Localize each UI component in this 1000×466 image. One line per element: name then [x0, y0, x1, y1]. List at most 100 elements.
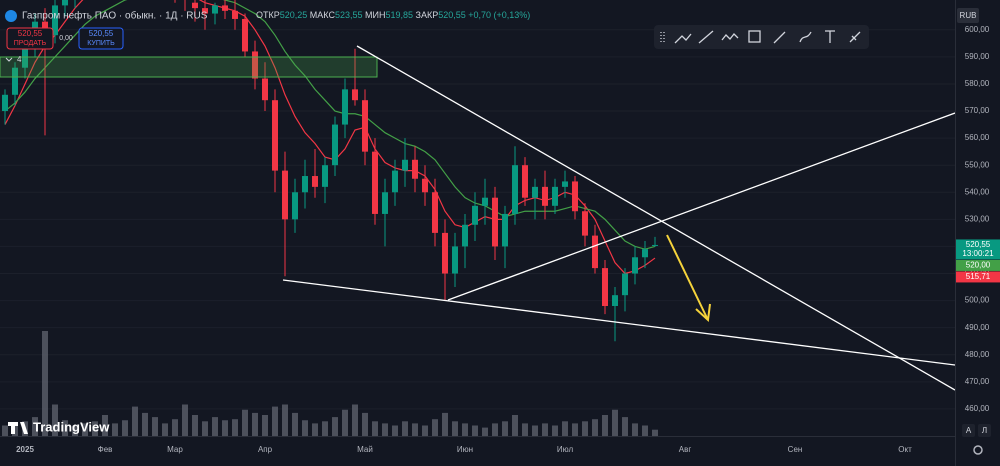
currency-box[interactable] — [957, 8, 979, 23]
candle-body — [622, 273, 628, 296]
ohlc-title: ЗАКР — [416, 10, 439, 20]
volume-bar — [92, 421, 98, 436]
volume-bar — [392, 425, 398, 436]
candle-body — [242, 18, 248, 52]
tool-icon[interactable] — [748, 30, 761, 43]
spread: 0,00 — [59, 35, 73, 42]
symbol-title[interactable]: Газпром нефть ПАО · обыкн. · 1Д · RUS — [22, 10, 208, 22]
volume-bar — [202, 421, 208, 436]
candle-body — [22, 40, 28, 68]
tool-icon[interactable] — [799, 31, 812, 43]
tool-icon[interactable] — [721, 33, 739, 41]
candle-body — [312, 176, 318, 187]
x-tick-label: Май — [357, 445, 373, 454]
y-tick-label: 470,00 — [965, 377, 990, 386]
buy-button[interactable] — [78, 27, 124, 50]
volume-bar — [412, 423, 418, 436]
candle-body — [262, 78, 268, 101]
candle-body — [442, 232, 448, 274]
trend-line[interactable] — [447, 112, 955, 301]
sell-price: 520,55 — [18, 29, 43, 38]
candle-body — [362, 100, 368, 152]
x-tick-label: Июл — [557, 445, 574, 454]
volume-bar — [532, 425, 538, 436]
ohlc-value: 519,85 — [385, 10, 413, 20]
tool-icon[interactable] — [773, 31, 786, 44]
ohlc-title: МИН — [365, 10, 385, 20]
volume-bar — [172, 419, 178, 436]
tool-icon[interactable] — [698, 30, 714, 44]
candle-body — [12, 67, 18, 95]
toolbar — [654, 25, 869, 49]
candle-body — [602, 268, 608, 307]
sell-button[interactable] — [6, 27, 54, 50]
y-tick-label: 590,00 — [965, 52, 990, 61]
volume-bar — [342, 409, 348, 436]
candle-body — [592, 235, 598, 269]
trend-line[interactable] — [356, 45, 955, 391]
volume-bar — [492, 423, 498, 436]
volume-bar — [432, 419, 438, 436]
scale-button[interactable] — [978, 424, 991, 437]
scale-button-label: A — [966, 426, 972, 435]
volume-bar — [102, 415, 108, 436]
tool-icon[interactable] — [674, 33, 692, 44]
ohlc-title: МАКС — [310, 10, 336, 20]
grid — [0, 29, 955, 410]
collapse-icon[interactable] — [5, 57, 13, 62]
candle-body — [472, 205, 478, 225]
volume-bar — [212, 417, 218, 436]
candle-body — [462, 224, 468, 247]
candle-body — [612, 295, 618, 307]
settings-icon[interactable] — [973, 445, 983, 455]
range-box[interactable] — [0, 56, 378, 78]
time-axis: 2025 Фев Мар Апр Май Июн Июл Авг Сен Окт — [16, 445, 912, 454]
volume-bar — [482, 427, 488, 436]
y-tick-label: 460,00 — [965, 404, 990, 413]
volume-bar — [442, 412, 448, 436]
arrow[interactable] — [666, 234, 708, 319]
candle-body — [492, 197, 498, 247]
symbol-logo — [5, 10, 17, 22]
volume-bar — [282, 404, 288, 436]
x-tick-label: Авг — [679, 445, 692, 454]
candle-body — [332, 124, 338, 166]
volume-bar — [592, 419, 598, 436]
candle-body — [282, 170, 288, 220]
y-tick-label: 570,00 — [965, 106, 990, 115]
volume-bar — [132, 406, 138, 436]
volume-bar — [302, 420, 308, 436]
y-tick-label: 530,00 — [965, 214, 990, 223]
candle-body — [292, 192, 298, 220]
volume-bar — [542, 423, 548, 436]
candle-body — [382, 192, 388, 214]
tv-logo: TradingView — [33, 419, 110, 434]
volume-bar — [72, 425, 78, 436]
volume-bar — [452, 421, 458, 436]
x-tick-label: Апр — [258, 445, 273, 454]
candle-body — [552, 186, 558, 206]
volume-bar — [382, 423, 388, 436]
y-tick-label: 490,00 — [965, 323, 990, 332]
ohlc-value: 523,55 — [335, 10, 363, 20]
volume-bar — [112, 423, 118, 436]
volume-bar — [122, 420, 128, 436]
volume-bar — [182, 404, 188, 436]
tool-icon[interactable] — [825, 30, 835, 43]
currency: RUB — [960, 11, 977, 20]
candle-body — [2, 94, 8, 112]
candle-body — [272, 100, 278, 171]
candle-body — [212, 5, 218, 14]
y-tick-label: 600,00 — [965, 25, 990, 34]
candle-body — [572, 181, 578, 212]
volume-bar — [562, 421, 568, 436]
candle-body — [372, 151, 378, 214]
trend-line[interactable] — [282, 279, 955, 366]
volume-bar — [52, 404, 58, 436]
scale-button[interactable] — [962, 424, 975, 437]
volume-bar — [462, 423, 468, 436]
candle-body — [432, 192, 438, 233]
tool-icon[interactable] — [849, 31, 861, 43]
